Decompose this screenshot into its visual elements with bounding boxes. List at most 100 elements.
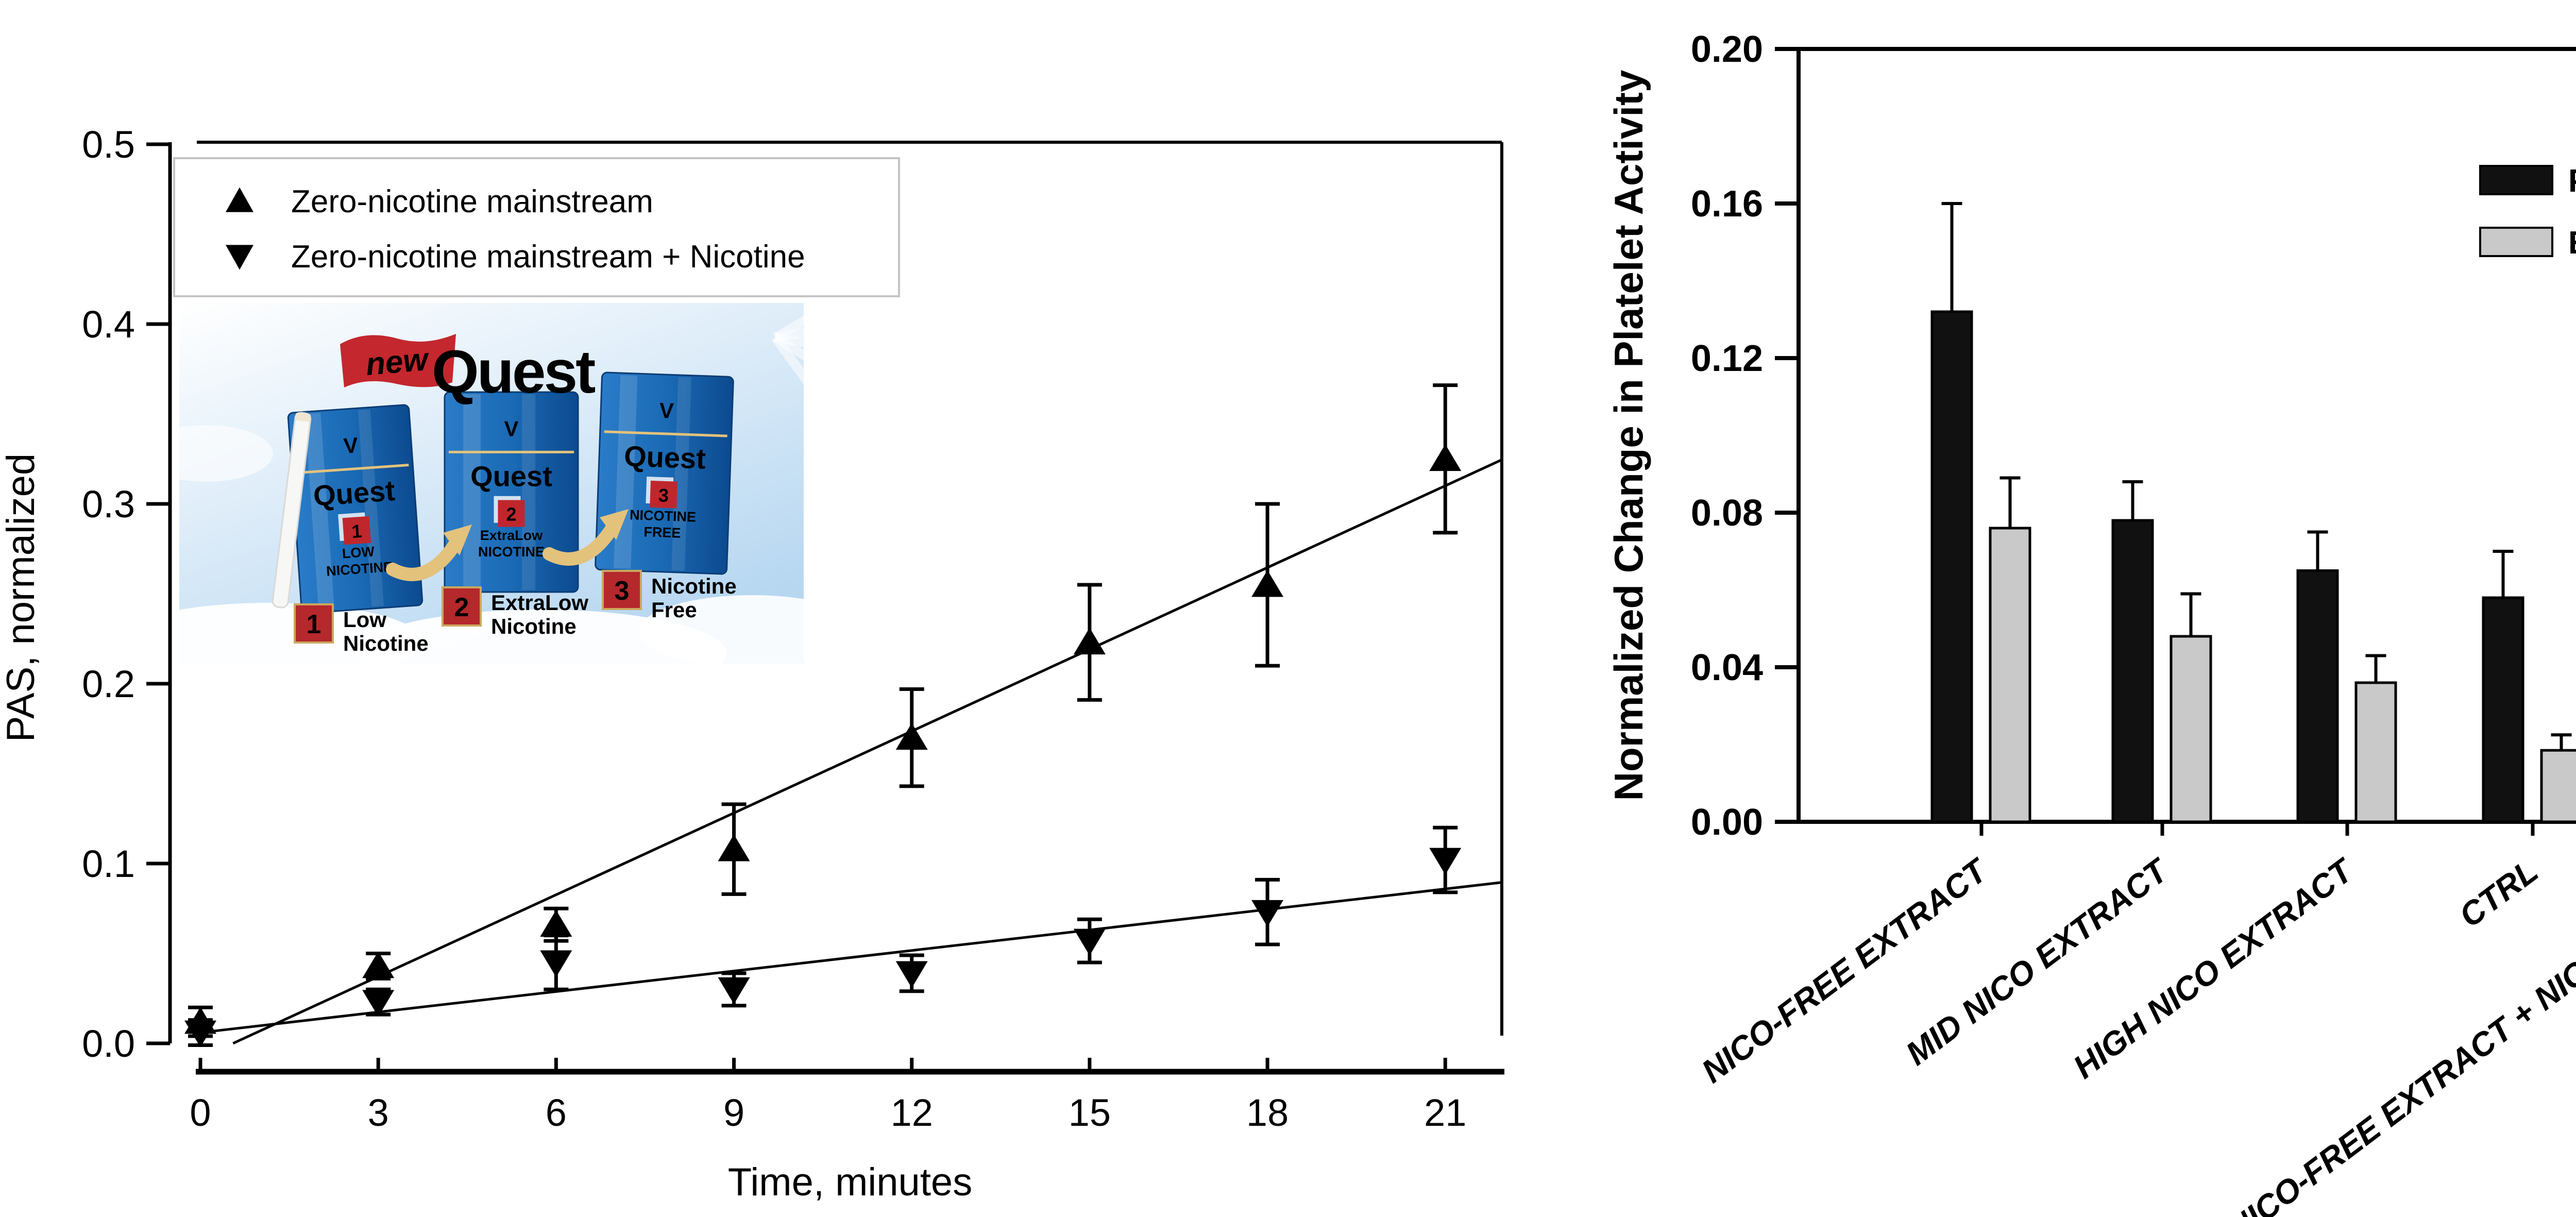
ad-pack-subtext: LOW: [342, 544, 375, 561]
bar-ec-platelets: [2170, 635, 2212, 823]
regression-line: [200, 881, 1502, 1034]
ad-cigarette: [272, 412, 312, 608]
y-tick-label: 0.3: [82, 483, 135, 526]
y-tick-label: 0.08: [1691, 493, 1763, 534]
y-tick-label: 0.16: [1691, 183, 1763, 225]
y-tick-label: 0.00: [1691, 802, 1763, 843]
ad-sun-ray: [774, 333, 883, 361]
x-tick-label: 9: [723, 1091, 744, 1134]
marker-triangle-down: [718, 977, 750, 1004]
ad-pack-number: 2: [506, 504, 516, 525]
marker-triangle-up: [540, 910, 572, 937]
x-tick-label: 3: [368, 1091, 389, 1134]
bar-platelets: [2111, 519, 2154, 823]
ad-pack-number: 3: [658, 484, 669, 506]
y-tick-label: 0.4: [82, 303, 135, 346]
marker-triangle-down: [540, 950, 572, 977]
ad-number-badge: [442, 586, 482, 627]
ad-pack-subtext: NICOTINE: [478, 544, 545, 560]
ad-caption: Free: [651, 598, 697, 622]
bar-platelets: [2296, 569, 2339, 823]
ad-sun-ray: [771, 334, 843, 428]
marker-triangle-up: [1251, 570, 1284, 597]
ad-brand-headline: Quest: [432, 338, 595, 406]
marker-triangle-down: [895, 961, 928, 988]
x-tick-label: 0: [190, 1091, 211, 1134]
ad-pack-logo: V: [343, 433, 359, 458]
ad-badge-number: 2: [454, 593, 469, 622]
series-zero-nicotine-plus-nicotine: [184, 825, 1462, 1047]
bar-platelets: [1930, 310, 1973, 823]
x-tick-label: 21: [1424, 1091, 1466, 1134]
bar-legend: Platelets EC + Platelets: [2479, 163, 2576, 261]
x-tick-label: 12: [891, 1091, 933, 1134]
legend-swatch-platelets: [2479, 165, 2553, 195]
x-tick-label: 6: [546, 1091, 567, 1134]
x-tick-label: 15: [1069, 1091, 1111, 1134]
marker-triangle-up: [895, 723, 928, 750]
bar-ec-platelets: [1989, 527, 2031, 823]
ad-pack-brand: Quest: [312, 474, 396, 512]
category-label: NICO-FREE EXTRACT: [1694, 851, 1995, 1090]
ad-sun-ray: [774, 314, 883, 342]
scatter-legend: Zero-nicotine mainstream Zero-nicotine ma…: [173, 157, 900, 297]
ad-number-badge: [294, 603, 334, 644]
platelet-activity-bar-chart: 0.00 0.04 0.08 0.12 0.16 0.20 Normalized Chang…: [1606, 29, 2576, 1217]
ad-caption: Low: [343, 607, 386, 632]
bar-ec-platelets: [2540, 749, 2576, 823]
legend-label: Zero-nicotine mainstream: [291, 184, 653, 219]
legend-label: Zero-nicotine mainstream + Nicotine: [291, 239, 805, 275]
ad-new-text: new: [364, 342, 431, 383]
ad-pack-subtext: NICOTINE: [630, 507, 697, 525]
quest-ad-inset-image: VQuest1LOWNICOTINEVQuest2ExtraLowNICOTIN…: [113, 279, 883, 697]
ad-new-flag: new: [340, 334, 456, 387]
marker-triangle-up: [1429, 444, 1462, 471]
ad-cloud: [355, 610, 726, 697]
ad-badge-number: 1: [307, 610, 321, 639]
pas-time-scatter-chart: VQuest1LOWNICOTINEVQuest2ExtraLowNICOTIN…: [0, 123, 1504, 1204]
regression-line: [232, 459, 1502, 1045]
ad-caption: Nicotine: [491, 614, 577, 638]
y-axis-title: PAS, normalized: [0, 453, 43, 742]
y-axis-title: Normalized Change in Platelet Activity: [1606, 70, 1651, 801]
ad-pack-gold-line: [604, 430, 727, 437]
ad-number-badge: [602, 570, 642, 610]
ad-pack-gold-line: [296, 464, 409, 475]
ad-pack-number: 1: [351, 520, 363, 542]
y-tick-label: 0.2: [82, 663, 135, 705]
y-tick-label: 0.12: [1691, 338, 1763, 379]
y-tick-label: 0.1: [82, 842, 135, 885]
bar-ec-platelets: [2354, 681, 2397, 823]
marker-triangle-down: [1073, 928, 1106, 956]
y-tick-label: 0.20: [1691, 29, 1763, 70]
ad-cloud: [639, 595, 866, 667]
ad-cloud: [139, 425, 273, 482]
marker-triangle-down: [362, 990, 395, 1017]
ad-pack-logo: V: [504, 416, 518, 441]
x-axis-title: Time, minutes: [728, 1160, 972, 1204]
ad-caption: ExtraLow: [491, 590, 588, 615]
legend-label: Platelets: [2568, 163, 2576, 199]
category-label: CTRL: [2452, 852, 2545, 935]
marker-triangle-up: [718, 834, 750, 861]
ad-pack-subtext: ExtraLow: [480, 528, 544, 543]
ad-arrow-head: [600, 509, 629, 540]
legend-marker-triangle-up: [226, 187, 253, 212]
y-tick-label: 0.5: [82, 123, 135, 166]
ad-arrow: [543, 520, 620, 566]
bar-platelets: [2482, 596, 2524, 823]
ad-cloud: [113, 603, 422, 680]
y-tick-label: 0.0: [82, 1022, 135, 1065]
legend-label: EC + Platelets: [2568, 225, 2576, 261]
ad-sun-ray: [773, 333, 870, 399]
ad-caption: Nicotine: [651, 574, 737, 598]
legend-swatch-ec-platelets: [2479, 227, 2553, 257]
ad-caption: Nicotine: [343, 631, 429, 655]
marker-triangle-down: [1251, 900, 1284, 927]
marker-triangle-up: [362, 951, 395, 978]
ad-pack-brand: Quest: [470, 460, 552, 492]
marker-triangle-down: [184, 1020, 216, 1047]
